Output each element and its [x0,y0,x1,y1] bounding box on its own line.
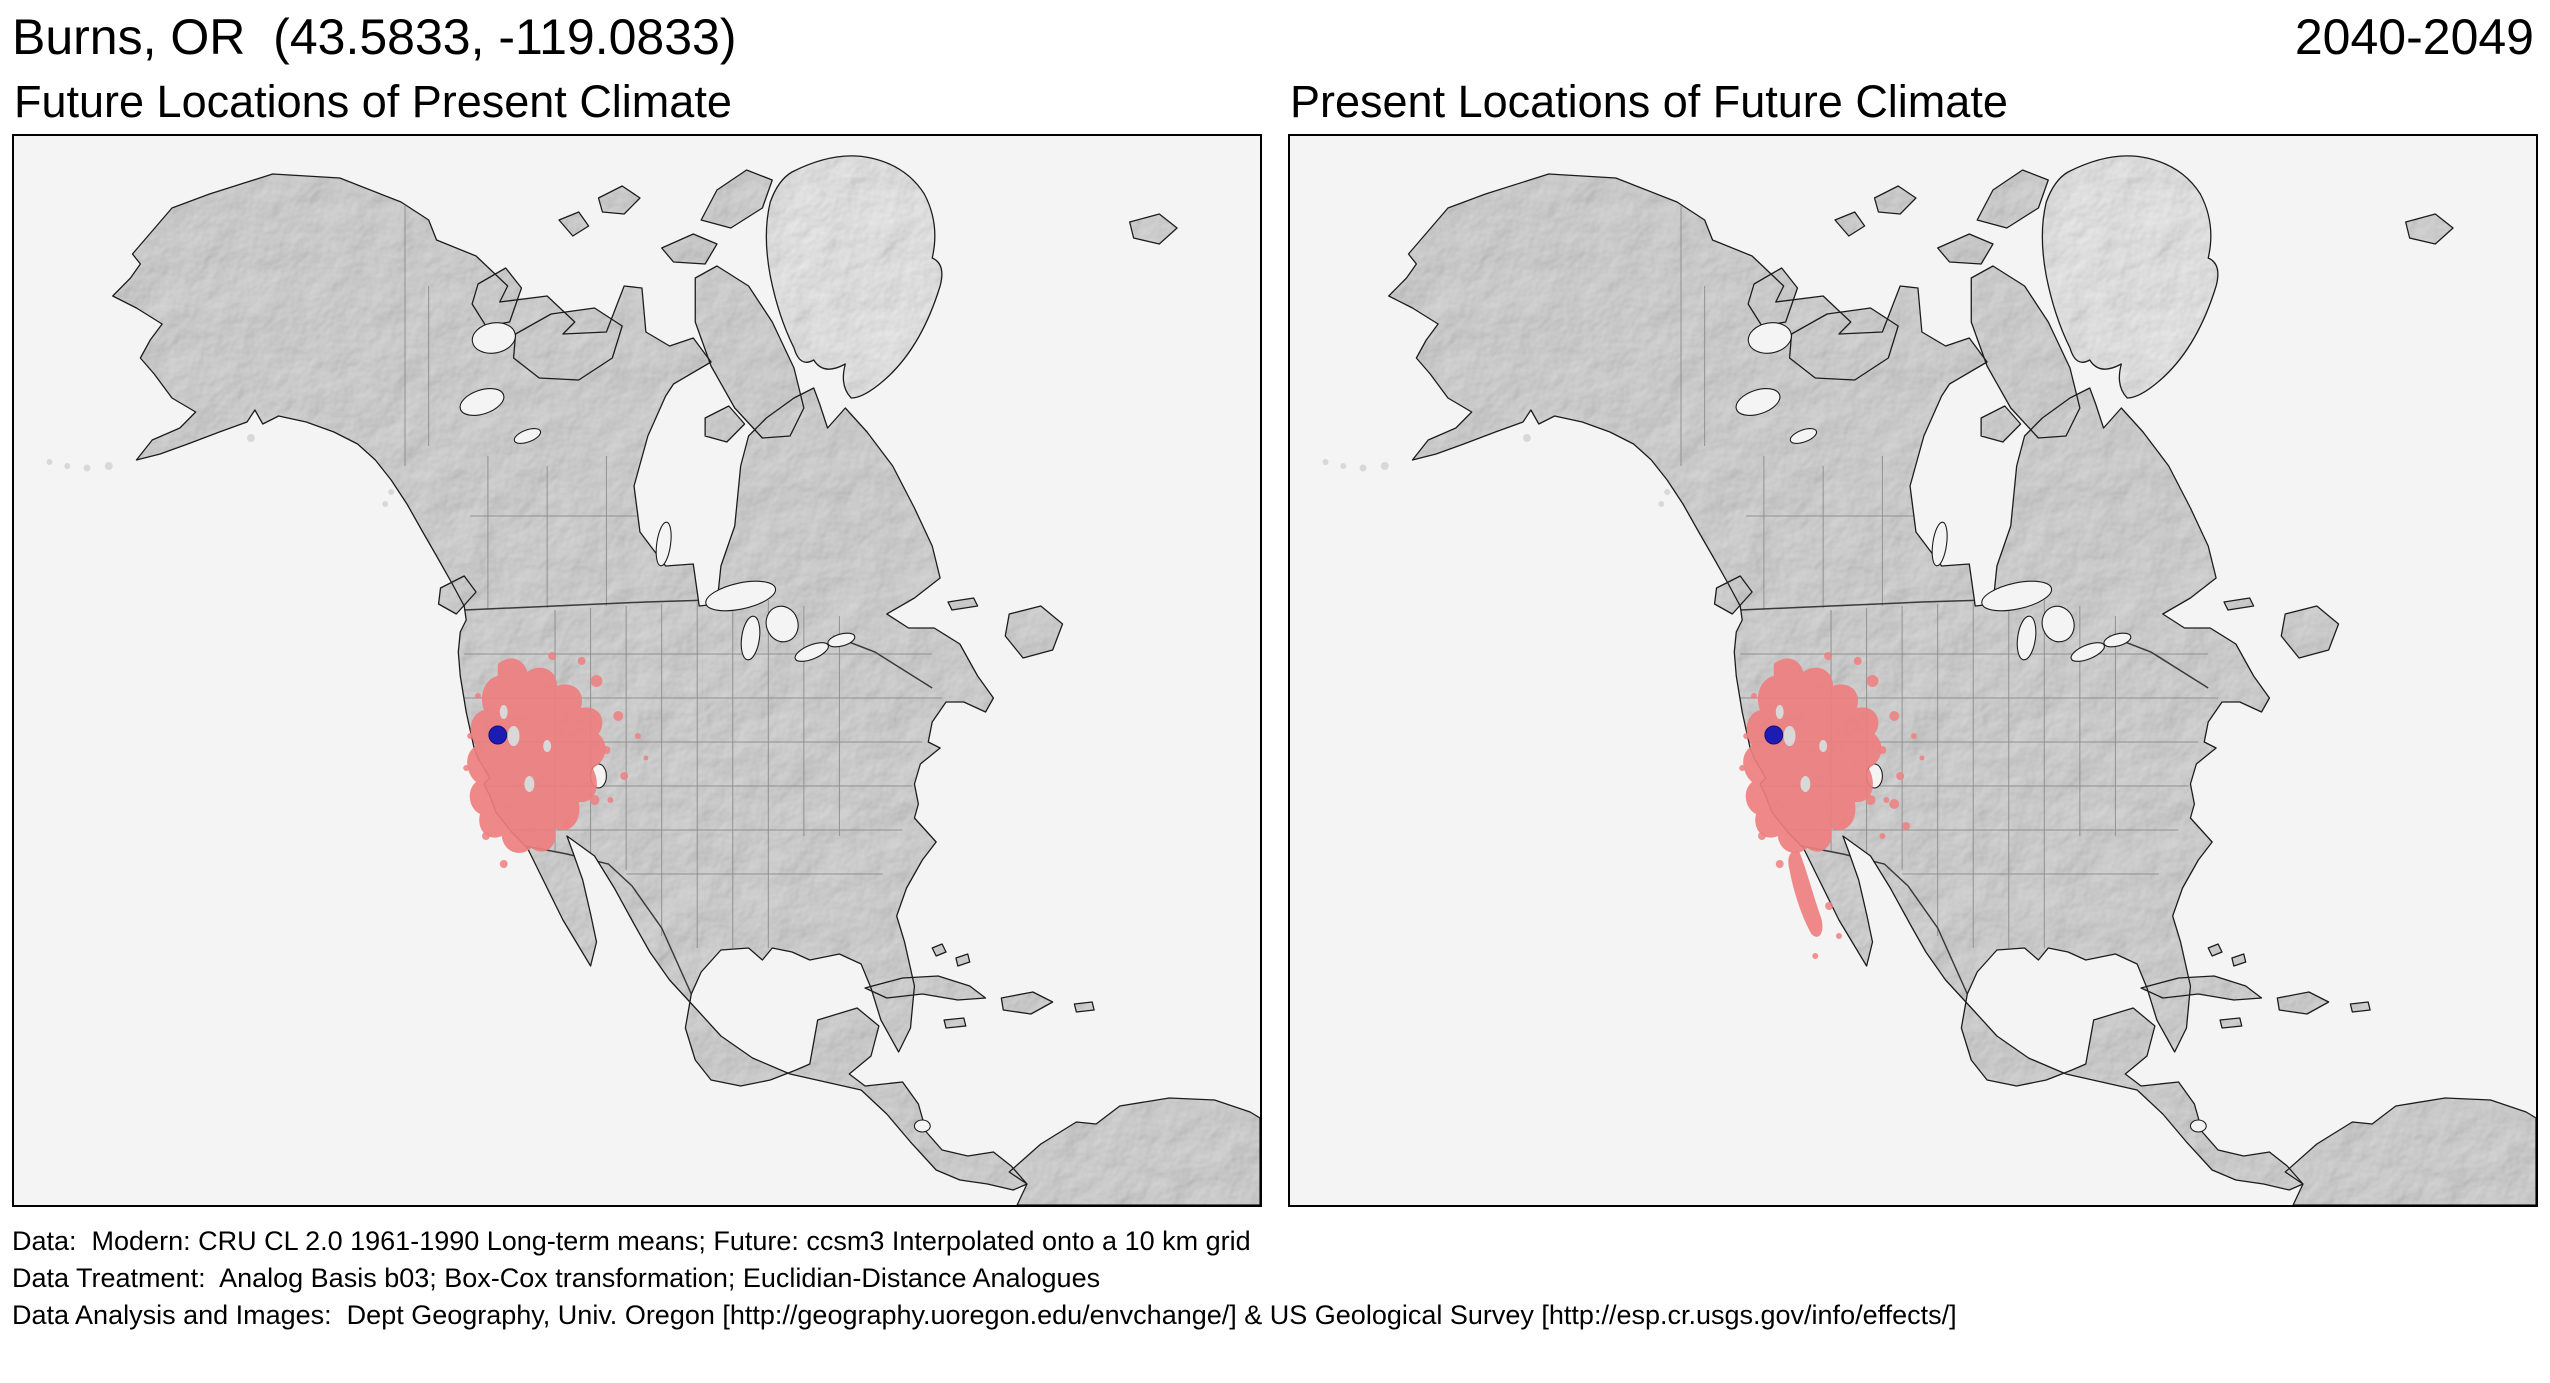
analog-region [463,652,649,868]
panel-present-locations: Present Locations of Future Climate [1288,66,2538,1207]
footer-data-line: Data: Modern: CRU CL 2.0 1961-1990 Long-… [12,1226,1251,1256]
period-label: 2040-2049 [2294,9,2534,65]
north-america-map-right [1290,136,2536,1205]
panel-title-left: Future Locations of Present Climate [14,76,732,127]
footer-credits-line: Data Analysis and Images: Dept Geography… [12,1300,1957,1330]
map-frame-left [12,134,1262,1207]
panel-future-locations: Future Locations of Present Climate [12,66,1262,1207]
analog-region [1739,652,1925,959]
north-america-map-svg [14,136,1260,1205]
figure-header: Burns, OR (43.5833, -119.0833) 2040-2049 [0,0,2550,66]
map-panels: Future Locations of Present Climate Pres… [0,66,2550,1207]
lakes [1735,322,2207,1133]
page-title: Burns, OR (43.5833, -119.0833) [12,9,737,65]
footer-treatment-line: Data Treatment: Analog Basis b03; Box-Co… [12,1263,1101,1293]
north-america-map-svg [1290,136,2536,1205]
location-marker [1764,725,1784,745]
figure-footer: Data: Modern: CRU CL 2.0 1961-1990 Long-… [0,1207,2550,1334]
location-marker [488,725,508,745]
panel-title-right: Present Locations of Future Climate [1290,76,2008,127]
north-america-map-left [14,136,1260,1205]
lakes [459,322,931,1133]
map-frame-right [1288,134,2538,1207]
